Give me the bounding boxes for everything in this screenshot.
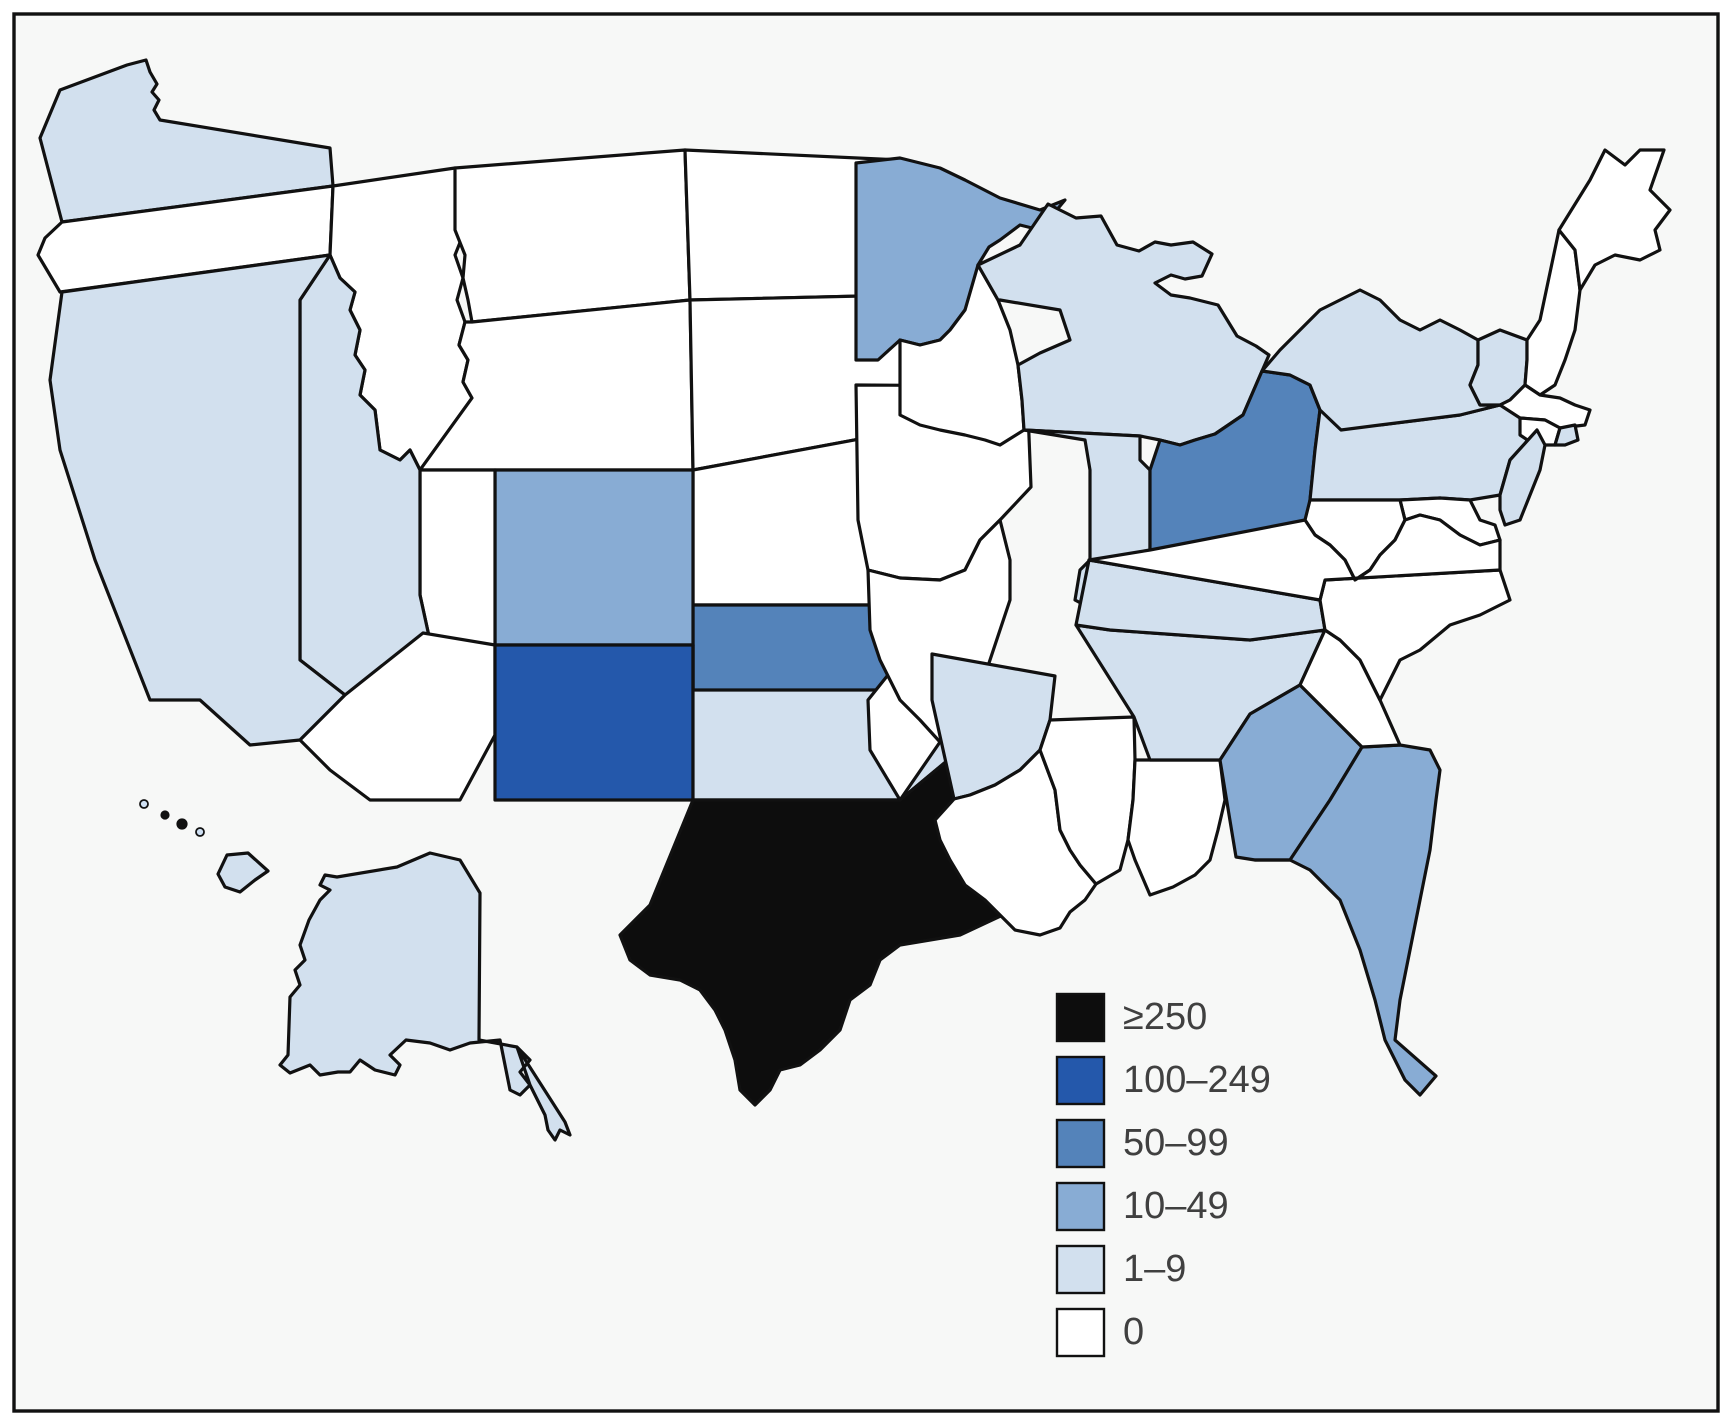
svg-text:10–49: 10–49	[1123, 1185, 1229, 1227]
svg-text:1–9: 1–9	[1123, 1248, 1186, 1290]
svg-text:≥250: ≥250	[1123, 996, 1207, 1038]
svg-text:50–99: 50–99	[1123, 1122, 1229, 1164]
svg-text:0: 0	[1123, 1311, 1144, 1353]
svg-text:100–249: 100–249	[1123, 1059, 1271, 1101]
